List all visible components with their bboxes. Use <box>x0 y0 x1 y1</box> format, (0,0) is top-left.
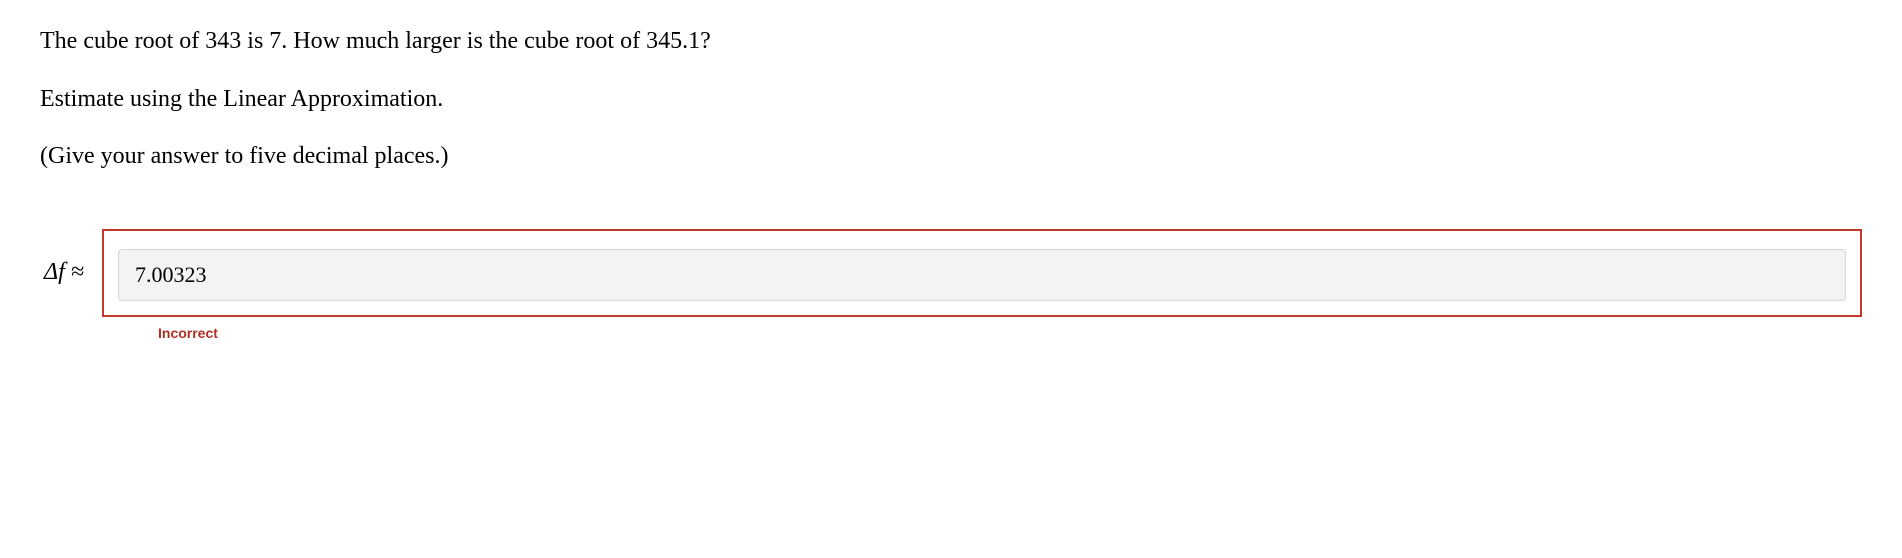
question-line-2: Estimate using the Linear Approximation. <box>40 83 1862 117</box>
feedback-text: Incorrect <box>158 325 1862 341</box>
delta-f-label: Δf ≈ <box>40 259 102 286</box>
answer-input[interactable] <box>118 249 1846 301</box>
question-line-3: (Give your answer to five decimal places… <box>40 140 1862 174</box>
answer-feedback-box <box>102 229 1862 317</box>
answer-row: Δf ≈ <box>40 229 1862 317</box>
question-line-1: The cube root of 343 is 7. How much larg… <box>40 25 1862 59</box>
